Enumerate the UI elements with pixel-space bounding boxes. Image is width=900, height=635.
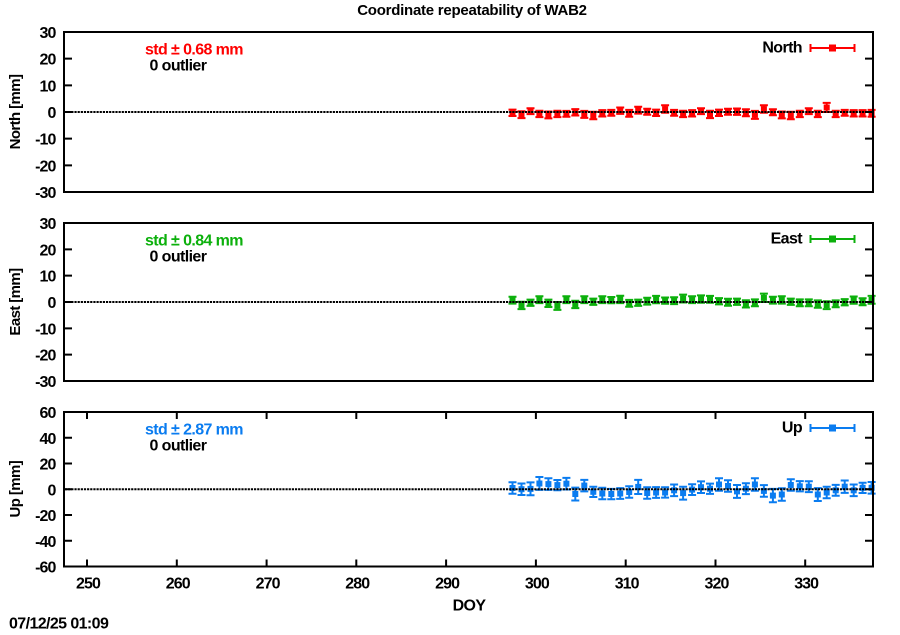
svg-text:DOY: DOY <box>453 598 487 615</box>
svg-text:280: 280 <box>345 576 370 593</box>
svg-text:-30: -30 <box>35 185 56 202</box>
svg-text:-20: -20 <box>35 348 56 365</box>
svg-text:-20: -20 <box>35 508 56 525</box>
svg-text:320: 320 <box>705 576 730 593</box>
svg-text:20: 20 <box>40 242 57 259</box>
svg-text:270: 270 <box>256 576 281 593</box>
svg-text:290: 290 <box>435 576 460 593</box>
svg-text:East [mm]: East [mm] <box>7 268 24 336</box>
svg-text:-20: -20 <box>35 158 56 175</box>
svg-text:330: 330 <box>794 576 819 593</box>
svg-text:North [mm]: North [mm] <box>7 74 24 149</box>
svg-text:Up: Up <box>782 419 803 436</box>
svg-text:-10: -10 <box>35 132 56 149</box>
svg-text:-40: -40 <box>35 534 56 551</box>
svg-text:-10: -10 <box>35 321 56 338</box>
svg-text:0: 0 <box>48 105 57 122</box>
svg-text:260: 260 <box>166 576 191 593</box>
svg-text:250: 250 <box>76 576 101 593</box>
svg-text:300: 300 <box>525 576 550 593</box>
svg-text:std ± 0.68 mm: std ± 0.68 mm <box>145 42 243 59</box>
svg-text:std ± 0.84 mm: std ± 0.84 mm <box>145 233 243 250</box>
svg-text:0 outlier: 0 outlier <box>150 58 207 75</box>
svg-text:20: 20 <box>40 457 57 474</box>
svg-text:40: 40 <box>40 431 57 448</box>
svg-text:-30: -30 <box>35 374 56 391</box>
svg-text:60: 60 <box>40 405 57 422</box>
svg-text:20: 20 <box>40 52 57 69</box>
svg-text:Coordinate repeatability of WA: Coordinate repeatability of WAB2 <box>357 2 587 19</box>
svg-text:std ± 2.87 mm: std ± 2.87 mm <box>145 422 243 439</box>
svg-text:0: 0 <box>48 295 57 312</box>
svg-text:-60: -60 <box>35 560 56 577</box>
svg-text:0 outlier: 0 outlier <box>150 438 207 455</box>
svg-text:10: 10 <box>40 269 57 286</box>
svg-text:0 outlier: 0 outlier <box>150 249 207 266</box>
svg-text:10: 10 <box>40 78 57 95</box>
svg-text:310: 310 <box>615 576 640 593</box>
svg-text:0: 0 <box>48 482 57 499</box>
svg-text:North: North <box>762 39 802 56</box>
svg-text:30: 30 <box>40 25 57 42</box>
svg-text:07/12/25 01:09: 07/12/25 01:09 <box>9 616 109 631</box>
svg-text:East: East <box>771 230 804 247</box>
svg-text:Up [mm]: Up [mm] <box>7 460 24 517</box>
svg-text:30: 30 <box>40 216 57 233</box>
